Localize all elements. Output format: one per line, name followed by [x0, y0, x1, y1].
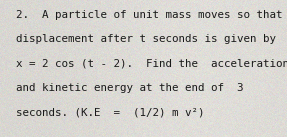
Text: x = 2 cos (t - 2).  Find the  acceleration: x = 2 cos (t - 2). Find the acceleration	[16, 58, 287, 68]
Text: displacement after t seconds is given by: displacement after t seconds is given by	[16, 34, 276, 44]
Text: seconds. (K.E  =  (1/2) m v²): seconds. (K.E = (1/2) m v²)	[16, 107, 204, 117]
Text: and kinetic energy at the end of  3: and kinetic energy at the end of 3	[16, 83, 243, 93]
Text: 2.  A particle of unit mass moves so that: 2. A particle of unit mass moves so that	[16, 10, 282, 20]
